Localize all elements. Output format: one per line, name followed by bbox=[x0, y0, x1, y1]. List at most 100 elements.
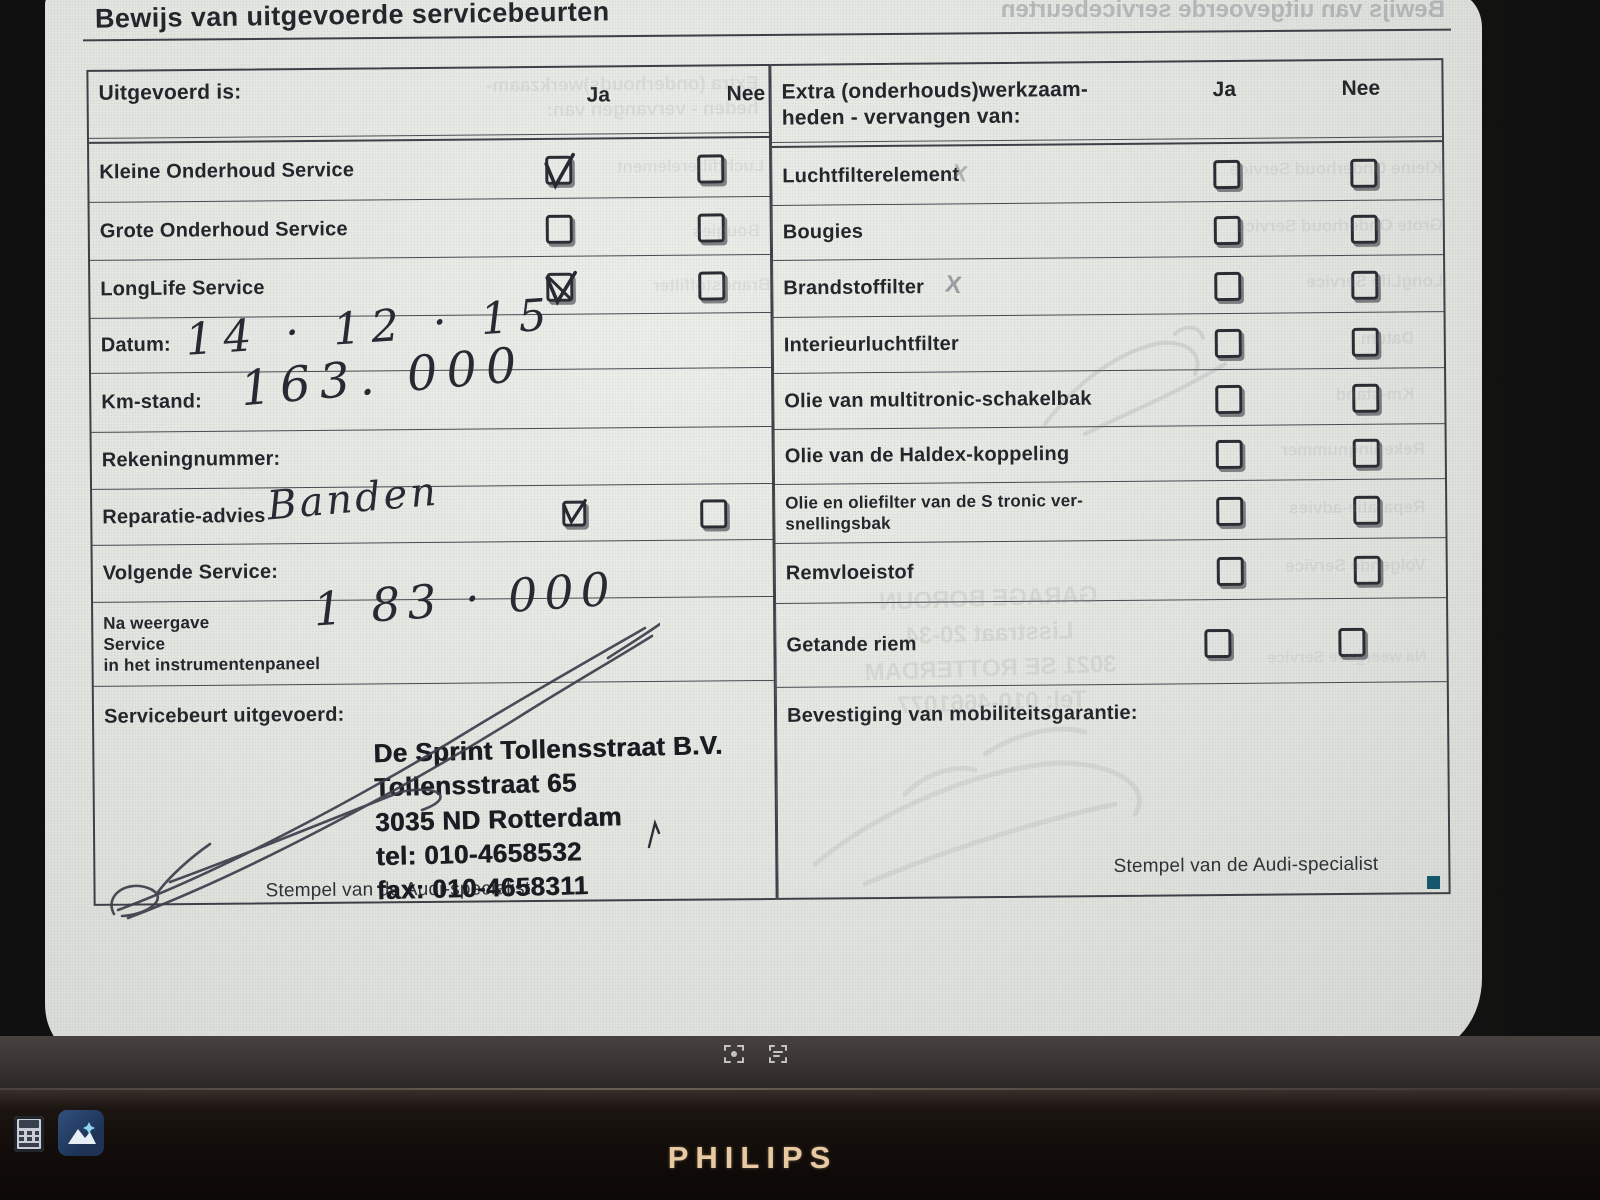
right-header-label: Extra (onderhouds)werkzaam- heden - verv… bbox=[781, 77, 1089, 130]
row-label: Luchtfilterelement bbox=[782, 163, 960, 187]
table-row: Olie van multitronic-schakelbak Km-stand bbox=[774, 368, 1445, 430]
left-ja-colhead: Ja bbox=[586, 83, 611, 107]
pencil-x-mark: X bbox=[943, 270, 964, 300]
row-label: Getande riem bbox=[786, 632, 917, 656]
service-form-table: Uitgevoerd is: Ja Nee Extra (onderhouds)… bbox=[86, 58, 1451, 906]
monitor-brand-logo: PHILIPS bbox=[667, 1140, 838, 1175]
left-header-label: Uitgevoerd is: bbox=[98, 80, 242, 106]
checkbox-ja[interactable] bbox=[1216, 496, 1244, 527]
ghost-fragment: Km-stand bbox=[1335, 384, 1415, 405]
row-label: Na weergave Service in het instrumentenp… bbox=[103, 612, 321, 675]
row-label: Servicebeurt uitgevoerd: bbox=[103, 703, 345, 728]
checkbox-ja[interactable] bbox=[562, 498, 587, 527]
row-label: Olie van multitronic-schakelbak bbox=[784, 387, 1092, 412]
checkbox-ja[interactable] bbox=[1214, 328, 1242, 358]
right-header-row: Extra (onderhouds)werkzaam- heden - verv… bbox=[771, 60, 1443, 148]
row-label: Olie en oliefilter van de S tronic ver- … bbox=[785, 491, 1084, 534]
ghost-fragment: LongLife Service bbox=[1306, 271, 1444, 292]
ghost-fragment: Kleine Onderhoud Service bbox=[1229, 158, 1443, 179]
ghost-fragment: Volgende Service bbox=[1285, 555, 1426, 576]
checkbox-nee[interactable] bbox=[1338, 627, 1366, 657]
calculator-icon bbox=[14, 1116, 44, 1152]
table-row: Remvloeistof Volgende Service bbox=[775, 538, 1447, 604]
page-title: Bewijs van uitgevoerde servicebeurten bbox=[94, 0, 610, 34]
table-row: Grote Onderhoud Service Bougies bbox=[89, 196, 771, 261]
taskbar-calculator-icon[interactable] bbox=[14, 1116, 44, 1152]
stamp-caption-right: Stempel van de Audi-specialist bbox=[1113, 853, 1379, 878]
row-label: Rekeningnummer: bbox=[101, 447, 281, 472]
checkbox-nee[interactable] bbox=[697, 212, 725, 243]
row-label: Grote Onderhoud Service bbox=[99, 217, 348, 242]
visual-search-icon[interactable] bbox=[722, 1042, 746, 1066]
row-label: Reparatie-advies bbox=[102, 504, 266, 528]
checkbox-nee[interactable] bbox=[697, 154, 725, 184]
checkbox-ja[interactable] bbox=[1214, 271, 1242, 302]
extract-text-icon[interactable] bbox=[766, 1042, 790, 1066]
ghost-fragment: Rekeningnummer bbox=[1281, 439, 1425, 460]
row-label: Interieurluchtfilter bbox=[783, 332, 960, 356]
checkbox-nee[interactable] bbox=[698, 270, 726, 301]
taskbar-photos-icon[interactable] bbox=[58, 1110, 104, 1156]
table-row: LongLife Service Brandstoffilter bbox=[90, 254, 771, 319]
checkbox-ja[interactable] bbox=[544, 152, 575, 190]
row-label: Bougies bbox=[782, 220, 864, 244]
table-row-mobiliteitsgarantie: Bevestiging van mobiliteitsgarantie: Ste… bbox=[777, 682, 1449, 901]
selection-artifact bbox=[1427, 876, 1440, 889]
checkbox-nee[interactable] bbox=[1352, 383, 1380, 413]
row-label: Datum: bbox=[100, 333, 171, 357]
row-label: Kleine Onderhoud Service bbox=[99, 159, 355, 184]
checkbox-nee[interactable] bbox=[1352, 438, 1380, 468]
left-table: Uitgevoerd is: Ja Nee Extra (onderhouds)… bbox=[86, 63, 778, 906]
checkbox-nee[interactable] bbox=[1353, 555, 1381, 585]
row-label: Km-stand: bbox=[101, 390, 203, 414]
handwritten-check bbox=[544, 152, 575, 190]
checkbox-nee[interactable] bbox=[1350, 214, 1378, 244]
monitor-screen: Bewijs van uitgevoerde servicebeurten Be… bbox=[0, 0, 1600, 1088]
checkbox-ja[interactable] bbox=[1204, 628, 1232, 658]
ghost-fragment: Luchtfilterelement bbox=[616, 156, 765, 177]
monitor-bezel: PHILIPS bbox=[0, 1088, 1600, 1200]
row-label: Remvloeistof bbox=[785, 560, 914, 584]
ghost-fragment: Grote Onderhoud Service bbox=[1235, 215, 1443, 236]
right-ja-colhead: Ja bbox=[1212, 77, 1237, 102]
row-label: LongLife Service bbox=[100, 276, 265, 300]
table-row: Olie en oliefilter van de S tronic ver- … bbox=[775, 479, 1446, 544]
row-label: Volgende Service: bbox=[102, 560, 279, 585]
table-row: Brandstoffilter X LongLife Service bbox=[773, 255, 1444, 318]
checkbox-ja[interactable] bbox=[1215, 439, 1243, 470]
checkbox-ja[interactable] bbox=[1215, 384, 1243, 414]
checkbox-ja[interactable] bbox=[545, 214, 573, 244]
checkbox-nee[interactable] bbox=[1353, 495, 1381, 525]
checkbox-ja[interactable] bbox=[1213, 159, 1241, 189]
table-row: Kleine Onderhoud Service Luchtfilterelem… bbox=[89, 137, 770, 203]
right-nee-colhead: Nee bbox=[1341, 76, 1381, 100]
checkbox-ja[interactable] bbox=[545, 270, 577, 306]
handwritten-check bbox=[562, 498, 587, 525]
table-row: Interieurluchtfilter Datum bbox=[773, 312, 1445, 374]
checkbox-nee[interactable] bbox=[1351, 327, 1379, 357]
row-label: Olie van de Haldex-koppeling bbox=[784, 442, 1070, 468]
left-nee-colhead: Nee bbox=[726, 82, 766, 106]
right-table: Extra (onderhouds)werkzaam- heden - verv… bbox=[770, 58, 1451, 901]
left-header-row: Uitgevoerd is: Ja Nee Extra (onderhouds)… bbox=[88, 65, 769, 144]
checkbox-ja[interactable] bbox=[1216, 556, 1244, 586]
ghost-fragment: Brandstoffilter bbox=[653, 274, 771, 295]
checkbox-nee[interactable] bbox=[700, 498, 728, 529]
ghost-mirrored-title: Bewijs van uitgevoerde servicebeurten bbox=[1000, 0, 1445, 23]
viewer-bottom-strip bbox=[0, 1036, 1600, 1088]
table-row: Luchtfilterelement X Kleine Onderhoud Se… bbox=[772, 142, 1443, 206]
table-row: Bougies Grote Onderhoud Service bbox=[772, 200, 1444, 261]
service-booklet-page: Bewijs van uitgevoerde servicebeurten Be… bbox=[45, 0, 1482, 1052]
dealer-stamp: De Sprint Tollensstraat B.V. Tollensstra… bbox=[373, 729, 723, 906]
ghost-fragment: Na weergave Service bbox=[1267, 648, 1427, 667]
checkbox-nee[interactable] bbox=[1351, 270, 1379, 300]
row-label: Brandstoffilter bbox=[783, 276, 925, 300]
checkbox-ja[interactable] bbox=[1213, 215, 1241, 246]
table-row: Olie van de Haldex-koppeling Rekeningnum… bbox=[774, 424, 1446, 485]
table-row: Getande riem Na weergave Service bbox=[776, 598, 1447, 688]
ghost-fragment: Reparatie-advies bbox=[1289, 497, 1426, 518]
checkbox-nee[interactable] bbox=[1350, 158, 1378, 188]
photos-icon bbox=[58, 1110, 104, 1156]
ghost-left-header: Extra (onderhouds)werkzaam- heden - verv… bbox=[486, 73, 759, 121]
